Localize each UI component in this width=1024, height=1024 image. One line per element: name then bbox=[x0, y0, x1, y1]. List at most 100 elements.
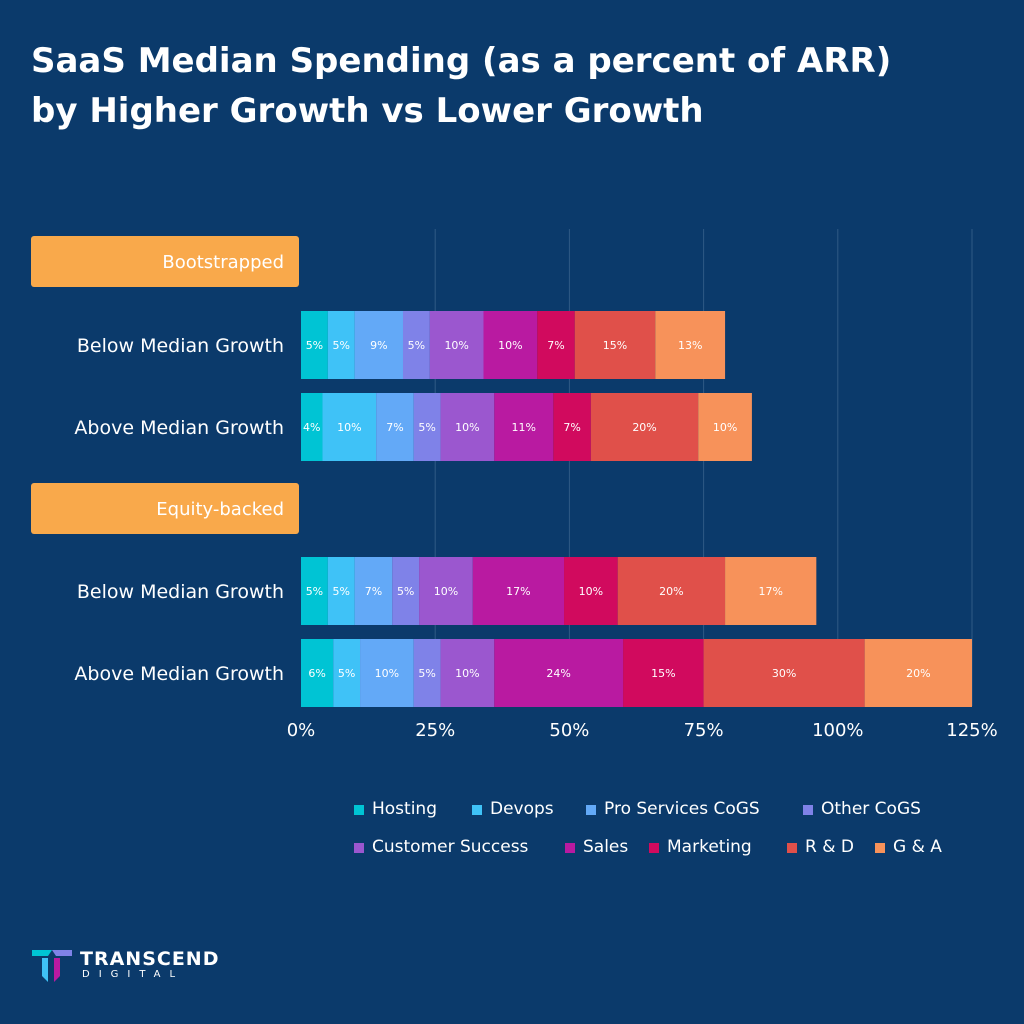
data-label: 9% bbox=[370, 339, 387, 352]
bar-segment bbox=[553, 393, 591, 461]
data-label: 20% bbox=[906, 667, 930, 680]
legend-label: Sales bbox=[583, 837, 628, 857]
legend-swatch bbox=[787, 843, 797, 853]
bar-segment bbox=[472, 557, 565, 625]
data-label: 10% bbox=[713, 421, 737, 434]
bar-segment bbox=[483, 311, 538, 379]
data-label: 5% bbox=[306, 585, 323, 598]
bar-segment bbox=[574, 311, 656, 379]
x-tick-label: 125% bbox=[946, 720, 997, 741]
data-label: 13% bbox=[678, 339, 702, 352]
x-tick-label: 25% bbox=[415, 720, 455, 741]
legend-label: Pro Services CoGS bbox=[604, 799, 760, 819]
data-label: 5% bbox=[418, 421, 435, 434]
legend-swatch bbox=[565, 843, 575, 853]
bar-segment bbox=[376, 393, 414, 461]
chart-title-line-1: SaaS Median Spending (as a percent of AR… bbox=[31, 41, 892, 81]
bar-segment bbox=[564, 557, 618, 625]
data-label: 20% bbox=[659, 585, 683, 598]
x-tick-label: 75% bbox=[684, 720, 724, 741]
legend-label: Devops bbox=[490, 799, 554, 819]
x-tick-label: 0% bbox=[287, 720, 316, 741]
logo-wordmark: TRANSCEND bbox=[80, 948, 220, 970]
bar-segment bbox=[494, 639, 624, 707]
bar-segment bbox=[440, 393, 495, 461]
legend-swatch bbox=[472, 805, 482, 815]
data-label: 10% bbox=[579, 585, 603, 598]
legend-swatch bbox=[586, 805, 596, 815]
data-label: 30% bbox=[772, 667, 796, 680]
bar-segment bbox=[322, 393, 377, 461]
bar-segment bbox=[354, 311, 403, 379]
data-label: 5% bbox=[418, 667, 435, 680]
legend-label: Hosting bbox=[372, 799, 437, 819]
data-label: 7% bbox=[386, 421, 403, 434]
legend-swatch bbox=[649, 843, 659, 853]
data-label: 10% bbox=[455, 421, 479, 434]
bar-segment bbox=[413, 393, 441, 461]
data-label: 15% bbox=[651, 667, 675, 680]
bar-segment bbox=[333, 639, 361, 707]
data-label: 5% bbox=[306, 339, 323, 352]
bar-segment bbox=[327, 311, 355, 379]
legend-label: Marketing bbox=[667, 837, 752, 857]
category-label: Below Median Growth bbox=[77, 581, 284, 603]
logo-subtext: DIGITAL bbox=[82, 969, 185, 980]
group-header bbox=[31, 483, 299, 534]
data-label: 4% bbox=[303, 421, 320, 434]
legend-label: G & A bbox=[893, 837, 942, 857]
bar-segment bbox=[419, 557, 473, 625]
bar-segment bbox=[655, 311, 726, 379]
group-header-label: Equity-backed bbox=[156, 499, 284, 520]
bar-segment bbox=[402, 311, 430, 379]
data-label: 5% bbox=[338, 667, 355, 680]
category-label: Above Median Growth bbox=[74, 417, 284, 439]
bar-segment bbox=[698, 393, 752, 461]
bar-segment bbox=[392, 557, 420, 625]
legend-swatch bbox=[803, 805, 813, 815]
data-label: 5% bbox=[333, 339, 350, 352]
bar-segment bbox=[327, 557, 355, 625]
bar-segment bbox=[494, 393, 554, 461]
data-label: 10% bbox=[444, 339, 468, 352]
bar-segment bbox=[301, 393, 323, 461]
bar-segment bbox=[354, 557, 393, 625]
transcend-logo-icon bbox=[32, 950, 72, 982]
category-label: Above Median Growth bbox=[74, 663, 284, 685]
category-label: Below Median Growth bbox=[77, 335, 284, 357]
data-label: 10% bbox=[375, 667, 399, 680]
group-header-label: Bootstrapped bbox=[162, 252, 284, 273]
bar-segment bbox=[413, 639, 441, 707]
data-label: 17% bbox=[758, 585, 782, 598]
legend-swatch bbox=[354, 843, 364, 853]
data-label: 24% bbox=[546, 667, 570, 680]
legend-label: Other CoGS bbox=[821, 799, 921, 819]
legend-label: Customer Success bbox=[372, 837, 529, 857]
bar-segment bbox=[590, 393, 699, 461]
bar-segment bbox=[725, 557, 817, 625]
bar-segment bbox=[703, 639, 865, 707]
bar-segment bbox=[360, 639, 414, 707]
group-header bbox=[31, 236, 299, 287]
data-label: 11% bbox=[512, 421, 536, 434]
data-label: 15% bbox=[603, 339, 627, 352]
data-label: 10% bbox=[434, 585, 458, 598]
bar-segment bbox=[440, 639, 495, 707]
data-label: 20% bbox=[632, 421, 656, 434]
data-label: 7% bbox=[365, 585, 382, 598]
data-label: 5% bbox=[408, 339, 425, 352]
bar-segment bbox=[864, 639, 972, 707]
brand-logo: TRANSCEND DIGITAL bbox=[30, 944, 250, 986]
legend-swatch bbox=[875, 843, 885, 853]
bar-segment bbox=[623, 639, 704, 707]
data-label: 6% bbox=[308, 667, 325, 680]
bar-segment bbox=[537, 311, 575, 379]
bar-segment bbox=[301, 311, 328, 379]
bar-segment bbox=[301, 639, 334, 707]
data-label: 17% bbox=[506, 585, 530, 598]
legend-label: R & D bbox=[805, 837, 854, 857]
legend-swatch bbox=[354, 805, 364, 815]
data-label: 7% bbox=[547, 339, 564, 352]
data-label: 7% bbox=[563, 421, 580, 434]
